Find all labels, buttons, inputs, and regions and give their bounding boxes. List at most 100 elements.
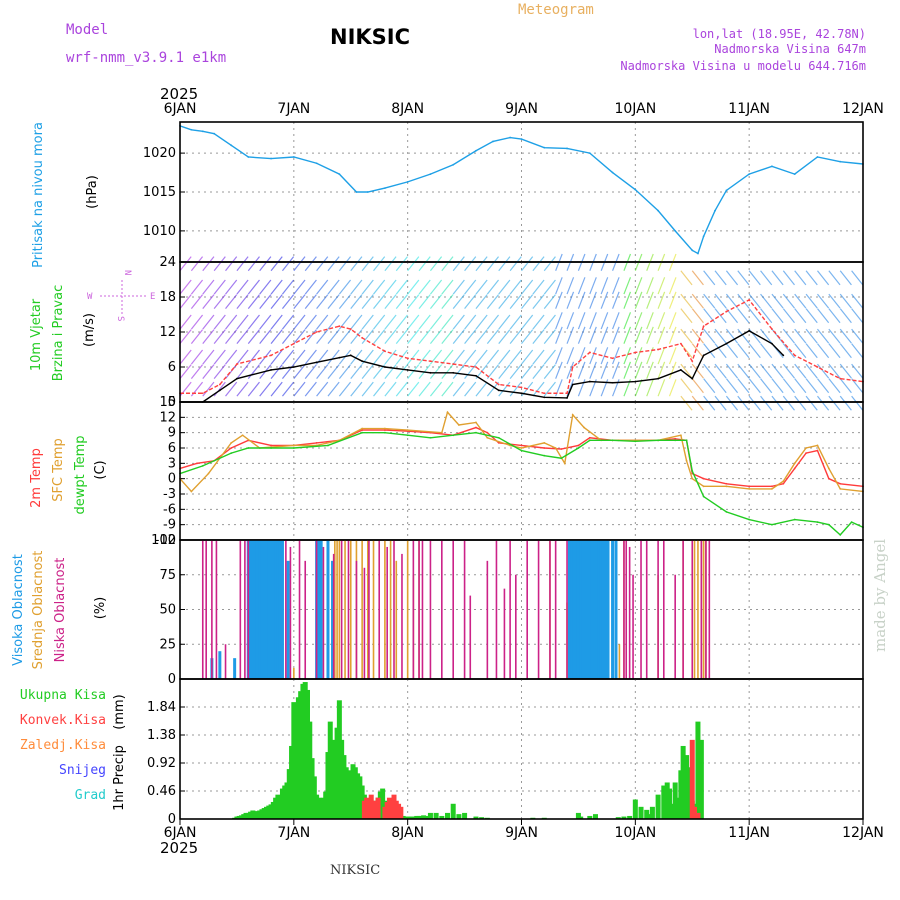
temperature-dewpt-point [543, 454, 546, 457]
wind-ytick-label: 6 [168, 360, 176, 375]
wind-barb [521, 364, 534, 380]
wind-barb [441, 381, 454, 397]
temperature-tsfc-point [520, 447, 523, 449]
wind-barb [737, 328, 750, 344]
cloud-low-bar [322, 546, 325, 679]
temperature-dewpt-point [520, 449, 523, 452]
temperature-dewpt-point [588, 439, 591, 442]
precip-total-bar [575, 812, 581, 819]
temperature-t2m-point [577, 444, 580, 447]
wind-barb [543, 279, 556, 295]
wind-barb [771, 293, 784, 309]
wind-barb [794, 378, 807, 394]
cloud-low-bar [623, 540, 625, 679]
wind-barb [760, 328, 773, 344]
wind-barb [646, 361, 654, 379]
cloud-high-bar [579, 540, 583, 679]
temperature-tsfc-line [179, 410, 864, 493]
precip-convective-bar [695, 812, 701, 819]
precip-convective-bar [375, 797, 381, 819]
temperature-tsfc-point [583, 426, 586, 429]
precip-total-bar [615, 817, 621, 819]
cloud-low-bar [211, 540, 213, 679]
cloud-high-bar [276, 540, 280, 679]
wind-barb [509, 314, 522, 330]
temperature-ytick-label: 6 [168, 441, 176, 456]
wind-barb [566, 361, 575, 379]
wind-barb [782, 328, 795, 344]
cloud-high-bar [595, 540, 599, 679]
temperature-ytick-label: -9 [163, 518, 176, 533]
wind-speed-point [571, 383, 574, 386]
cloud-low-bar [215, 540, 218, 679]
wind-barb [350, 279, 363, 295]
pressure-mslp-line [179, 125, 864, 255]
wind-barb [373, 349, 386, 365]
wind-barb [612, 291, 620, 309]
temperature-t2m-point [771, 485, 773, 488]
wind-barb [612, 312, 620, 330]
cloud-high-bar [576, 540, 580, 679]
wind-barb [623, 291, 632, 309]
pressure-ytick-label: 1020 [143, 146, 176, 161]
precip-convective-bar [692, 806, 698, 819]
x-tick-label-top: 8JAN [391, 101, 424, 117]
wind-barb [703, 343, 716, 359]
x-tick-label-top: 10JAN [614, 101, 656, 117]
wind-barb [452, 329, 465, 345]
temperature-tsfc-point [748, 487, 751, 490]
wind-barb [851, 363, 864, 379]
wind-barb [327, 364, 340, 380]
wind-barb [236, 381, 249, 397]
wind-barb [509, 349, 522, 365]
wind-barb [259, 279, 272, 295]
cloud-high-bar [253, 540, 257, 679]
wind-barb [475, 349, 488, 365]
wind-speed-point [236, 377, 238, 380]
temperature-t2m-point [520, 444, 523, 447]
precip-total-bar [661, 785, 667, 819]
wind-barb [760, 363, 773, 379]
wind-barb [395, 314, 408, 330]
precip-total-bar [698, 739, 704, 819]
cloud-high-bar [271, 540, 275, 679]
temperature-dewpt-point [691, 470, 694, 472]
temperature-dewpt-point [725, 510, 728, 513]
wind-barb [566, 277, 575, 295]
wind-barb [384, 381, 397, 397]
wind-barb [236, 294, 249, 310]
wind-barb [794, 293, 807, 309]
cloud-high-bar [599, 540, 603, 679]
wind-barb [691, 343, 704, 359]
wind-barb [213, 364, 226, 380]
wind-barb [407, 314, 420, 330]
wind-barb [577, 312, 586, 330]
temperature-t2m-point [315, 441, 318, 444]
wind-ytick-label: 18 [159, 290, 176, 305]
temperature-t2m-point [827, 477, 830, 480]
wind-ylabel-line2: Brzina i Pravac [51, 285, 66, 382]
wind-barb [225, 381, 238, 397]
pressure-mslp-point [452, 163, 455, 166]
wind-barb [190, 256, 204, 272]
pressure-mslp-point [475, 149, 477, 152]
cloud-low-bar [554, 540, 557, 679]
wind-barb [521, 279, 534, 295]
wind-gust-point [475, 366, 477, 368]
wind-gust-point [657, 348, 659, 351]
wind-speed-point [520, 392, 523, 395]
plot-layer: 10101015102006121824-12-9-6-303691215025… [143, 101, 884, 841]
model-elevation-label: Nadmorska Visina u modelu 644.716m [620, 59, 866, 73]
wind-barb [327, 294, 340, 310]
temperature-tsfc-point [440, 431, 443, 434]
wind-barb [794, 270, 807, 286]
cloud-low-bar [205, 540, 207, 679]
temp-ylabel: 2m Temp SFC Temp dewpt Temp (C) [29, 435, 108, 514]
wind-barb [464, 314, 477, 330]
pressure-ytick-label: 1015 [143, 185, 176, 200]
temperature-tsfc-point [691, 477, 694, 480]
temp-ylabel-dewpt: dewpt Temp [73, 435, 88, 514]
wind-ylabel: 10m Vjetar Brzina i Pravac (m/s) [29, 285, 97, 382]
wind-barb [532, 279, 545, 295]
temperature-ytick-label: 0 [168, 472, 176, 487]
